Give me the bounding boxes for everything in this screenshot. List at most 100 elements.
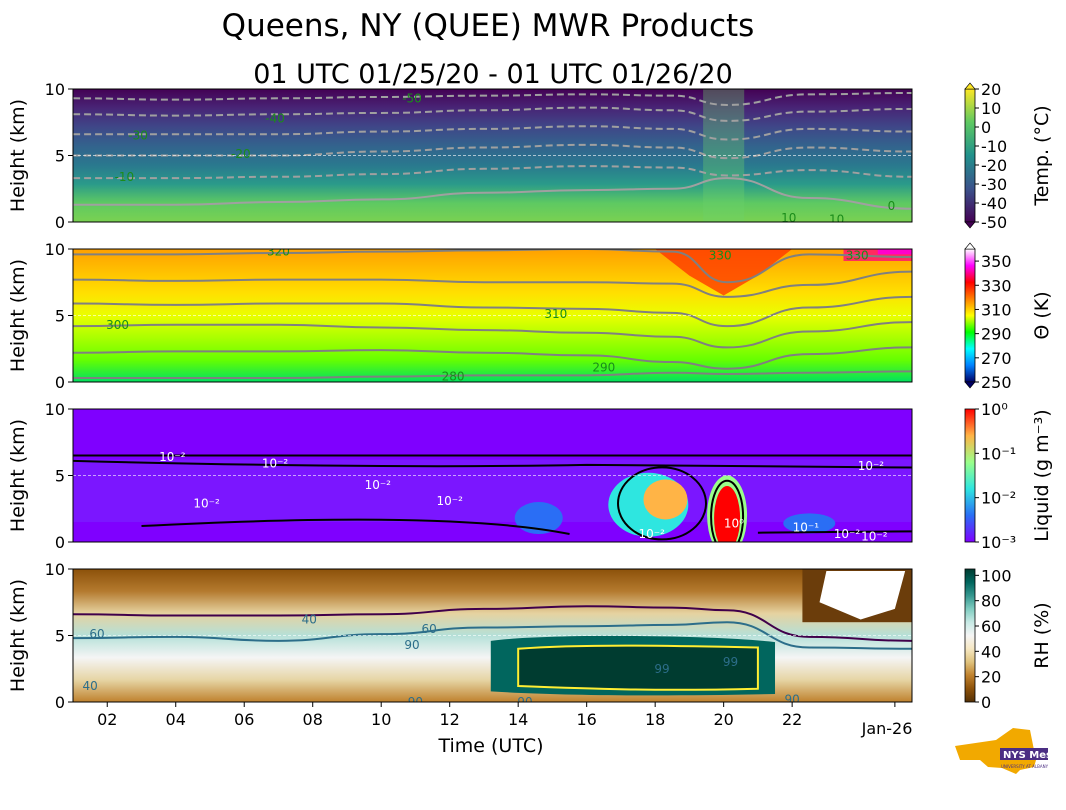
contour-label: -40 — [265, 111, 285, 125]
y-tick-label: 0 — [55, 373, 65, 392]
contour-label: -50 — [402, 91, 422, 105]
y-tick-label: 5 — [55, 307, 65, 326]
saturated-core — [518, 645, 758, 690]
contour-line-0 — [73, 177, 912, 210]
colorbar-tick-label: 20 — [981, 80, 1001, 99]
y-axis-label: Height (km) — [7, 579, 29, 692]
colorbar-tick-label: 270 — [981, 349, 1012, 368]
contour-label: 10 — [781, 211, 796, 225]
contour-label: 40 — [302, 613, 317, 627]
contour-label: 10⁻² — [436, 494, 463, 508]
y-tick-label: 5 — [55, 147, 65, 166]
contour-line--10 — [73, 165, 912, 180]
figure-subtitle: 01 UTC 01/25/20 - 01 UTC 01/26/20 — [253, 59, 733, 90]
colorbar-relative-humidity: 100 80 60 40 20 0 RH (%) — [964, 566, 1053, 712]
hot-region — [843, 249, 912, 261]
colorbar-tick-label: 80 — [981, 592, 1001, 611]
contour-label: 10⁻² — [262, 457, 289, 471]
contour-line-60 — [73, 621, 912, 650]
colorbar-gradient — [964, 568, 976, 703]
contour-line — [73, 459, 912, 469]
x-axis-end-label: Jan-26 — [861, 719, 913, 738]
contour-label: 320 — [267, 245, 290, 259]
y-axis-label: Height (km) — [7, 419, 29, 532]
contour-label: 10⁻² — [193, 496, 220, 510]
colorbar-tick-label: 40 — [981, 642, 1001, 661]
contour-line — [617, 466, 708, 541]
colorbar-potential-temperature: 350 330 310 290 270 250 Θ (K) — [964, 242, 1053, 392]
missing-data-region — [819, 571, 906, 620]
x-tick-label: 14 — [508, 710, 528, 729]
contour-label: 90 — [785, 692, 800, 706]
colorbar-tick-label: -10 — [981, 137, 1007, 156]
contour-label: 10⁻² — [858, 459, 885, 473]
colorbar-gradient — [964, 248, 976, 383]
y-tick-label: 5 — [55, 467, 65, 486]
colorbar-tick-label: 330 — [981, 276, 1012, 295]
contour-label: 330 — [709, 249, 732, 263]
colorbar-tick-label: 0 — [981, 118, 991, 137]
contour-label: 280 — [442, 370, 465, 384]
contour-line--30 — [73, 125, 912, 141]
colorbar-extend-max — [964, 82, 976, 90]
colorbar-tick-label: 10⁰ — [981, 400, 1008, 419]
y-tick-label: 0 — [55, 533, 65, 552]
y-axis-label: Height (km) — [7, 259, 29, 372]
x-tick-label: 18 — [645, 710, 665, 729]
contour-label: 90 — [408, 695, 423, 709]
colorbar-label: RH (%) — [1031, 602, 1053, 668]
contour-label: 10 — [829, 212, 844, 226]
logo-band — [1000, 748, 1048, 760]
contour-line — [517, 644, 759, 691]
y-tick-label: 0 — [55, 693, 65, 712]
logo-subtext: UNIVERSITY AT ALBANY — [1001, 764, 1049, 769]
colorbar-tick-label: 10 — [981, 99, 1001, 118]
colorbar-tick-label: 10⁻¹ — [981, 444, 1016, 463]
colorbar-gradient — [964, 408, 976, 543]
contour-label: 10⁰ — [724, 516, 744, 530]
colorbar-tick-label: -20 — [981, 156, 1007, 175]
plot-area-temperature: -50 -40 -30 -20 -10 10 10 0 — [73, 89, 912, 226]
contour-line-320 — [73, 270, 912, 298]
x-tick-label: 16 — [576, 710, 596, 729]
contour-line-40 — [73, 605, 912, 642]
y-tick-label: 10 — [45, 400, 65, 419]
colorbar-gradient — [964, 88, 976, 223]
contour-line--50 — [73, 91, 912, 106]
colorbar-extend-min — [964, 381, 976, 389]
colorbar-tick-label: 290 — [981, 325, 1012, 344]
contour-label: 10⁻² — [639, 527, 666, 541]
y-tick-label: 10 — [45, 80, 65, 99]
cloud-region — [514, 502, 563, 535]
contour-line-300 — [73, 321, 912, 349]
contour-line — [757, 530, 912, 534]
figure-title: Queens, NY (QUEE) MWR Products — [222, 8, 755, 44]
y-tick-label: 10 — [45, 240, 65, 259]
colorbar-label: Temp. (°C) — [1031, 105, 1053, 206]
contour-label: 60 — [422, 622, 437, 636]
contour-label: 99 — [654, 662, 669, 676]
x-tick-label: 10 — [371, 710, 391, 729]
contour-label: 40 — [82, 679, 97, 693]
contour-label: 0 — [888, 199, 896, 213]
contour-label: 99 — [723, 655, 738, 669]
contour-label: -20 — [231, 147, 251, 161]
x-axis-label: Time (UTC) — [437, 735, 543, 757]
colorbar-tick-label: 310 — [981, 300, 1012, 319]
contour-label: 10⁻² — [365, 478, 392, 492]
colorbar-label: Θ (K) — [1031, 291, 1053, 339]
contour-line-280 — [73, 370, 912, 380]
cloud-core — [714, 486, 741, 542]
warm-region — [655, 249, 793, 296]
contour-label: -30 — [128, 129, 148, 143]
contour-line--40 — [73, 106, 912, 122]
y-tick-label: 10 — [45, 560, 65, 579]
x-tick-label: 20 — [713, 710, 733, 729]
colorbar-tick-label: 350 — [981, 252, 1012, 271]
